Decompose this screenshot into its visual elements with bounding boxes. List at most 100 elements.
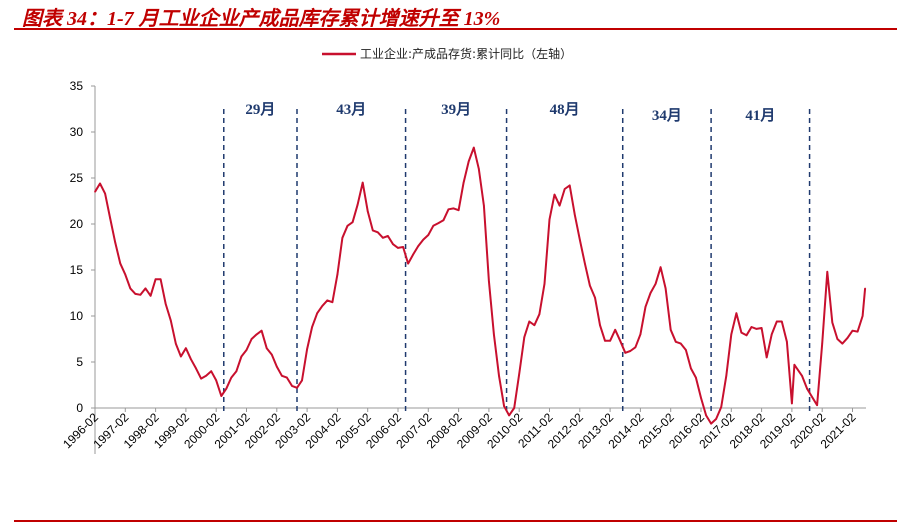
data-point	[472, 146, 475, 149]
data-point	[604, 340, 606, 342]
data-point	[427, 234, 430, 236]
period-length-label: 43月	[336, 101, 366, 118]
data-point	[195, 367, 197, 370]
data-point	[377, 231, 379, 234]
data-point	[533, 324, 536, 327]
data-point	[715, 418, 717, 420]
data-point	[558, 204, 561, 207]
data-point	[382, 237, 384, 239]
data-point	[109, 217, 111, 220]
data-point	[175, 342, 177, 345]
data-point	[553, 193, 556, 196]
data-point	[685, 349, 687, 351]
data-point	[730, 333, 733, 336]
data-point	[649, 292, 652, 294]
data-point	[99, 182, 101, 185]
y-tick-label: 0	[76, 401, 83, 415]
data-point	[740, 331, 743, 334]
data-point	[412, 253, 414, 256]
data-point	[281, 375, 283, 377]
data-point	[528, 320, 531, 323]
data-point	[793, 363, 796, 366]
data-point	[584, 262, 586, 265]
data-point	[457, 209, 460, 211]
data-point	[321, 305, 324, 307]
data-point	[159, 278, 162, 281]
data-point	[316, 312, 319, 315]
data-point	[594, 296, 596, 299]
data-point	[286, 376, 288, 379]
data-point	[856, 330, 859, 333]
data-point	[422, 238, 425, 241]
data-point	[346, 225, 349, 227]
data-point	[94, 191, 96, 193]
data-point	[245, 349, 248, 351]
title-rule	[14, 28, 897, 30]
y-tick-label: 30	[70, 125, 84, 139]
data-point	[200, 377, 202, 380]
data-point	[387, 235, 389, 237]
data-point	[765, 356, 768, 359]
data-point	[392, 243, 394, 246]
data-point	[301, 379, 303, 382]
figure-title: 图表 34：1-7 月工业企业产成品库存累计增速升至 13%	[22, 8, 501, 30]
data-point	[821, 342, 823, 345]
data-point	[270, 353, 273, 356]
data-point	[437, 222, 440, 224]
data-point	[336, 273, 339, 276]
period-length-label: 41月	[745, 107, 775, 124]
data-point	[240, 355, 243, 358]
data-point	[452, 207, 455, 210]
data-point	[230, 376, 233, 379]
data-point	[518, 373, 520, 375]
data-point	[750, 326, 753, 328]
data-point	[250, 338, 253, 340]
data-point	[836, 338, 839, 340]
y-tick-label: 25	[70, 171, 84, 185]
data-point	[864, 287, 866, 290]
y-tick-label: 15	[70, 263, 84, 277]
data-point	[629, 350, 632, 352]
data-point	[139, 294, 142, 296]
data-point	[609, 340, 611, 342]
data-point	[129, 287, 132, 290]
data-point	[180, 355, 182, 358]
data-point	[639, 333, 642, 336]
data-point	[538, 313, 541, 315]
data-point	[169, 319, 172, 322]
data-point	[467, 160, 470, 163]
data-point	[124, 273, 127, 276]
data-point	[674, 340, 677, 343]
data-point	[543, 283, 546, 285]
data-point	[225, 387, 228, 390]
data-point	[371, 229, 374, 232]
period-length-label: 39月	[441, 101, 471, 118]
data-point	[361, 181, 364, 184]
data-point	[700, 397, 702, 399]
data-point	[770, 333, 773, 336]
period-length-label: 34月	[652, 107, 682, 124]
data-point	[462, 181, 465, 184]
data-point	[149, 294, 152, 297]
data-point	[816, 404, 818, 407]
data-point	[366, 210, 369, 212]
data-point	[442, 219, 445, 222]
data-point	[710, 422, 712, 425]
y-tick-label: 20	[70, 217, 84, 231]
data-point	[291, 385, 293, 387]
data-point	[255, 333, 258, 336]
data-point	[397, 247, 399, 249]
data-point	[619, 340, 621, 342]
data-point	[599, 324, 601, 327]
data-point	[402, 246, 404, 248]
data-point	[260, 329, 263, 332]
data-point	[119, 262, 122, 265]
data-point	[306, 348, 308, 350]
data-point	[669, 329, 672, 331]
data-point	[659, 266, 662, 269]
data-point	[114, 241, 116, 244]
data-point	[680, 342, 682, 345]
data-point	[760, 327, 763, 329]
data-point	[725, 375, 728, 377]
legend-label: 工业企业:产成品存货:累计同比（左轴）	[360, 46, 572, 61]
